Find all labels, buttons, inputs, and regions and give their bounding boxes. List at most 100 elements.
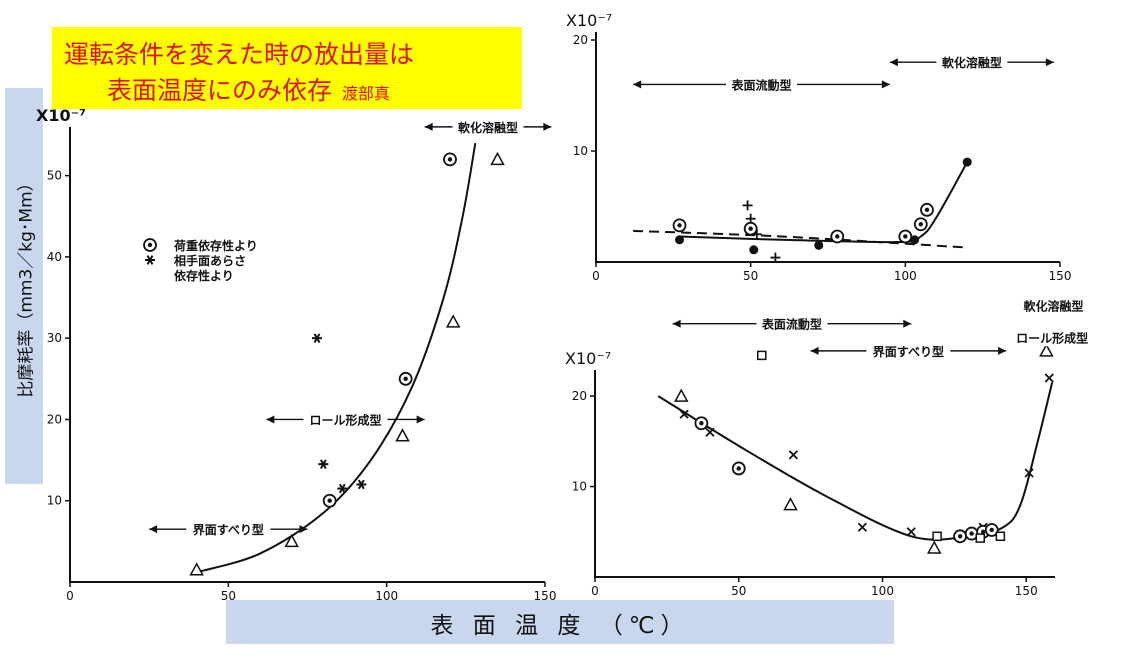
regime-arrow [889,53,1054,72]
legend-marker-asterisk [145,255,155,265]
data-point-triangle [284,533,299,548]
regime-label: 表面流動型 [730,77,791,92]
data-point-circle-dot [898,229,913,244]
data-point-plus [770,252,781,263]
x-tick-label: 100 [375,589,398,603]
y-tick-label: 10 [572,480,587,494]
data-point-triangle [783,497,798,511]
regime-arrow [1010,328,1095,347]
y-axis-label-box: 比摩耗率（mm3／kg･Mm） [5,88,43,484]
x-axis-label-box: 表 面 温 度 （℃） [226,600,894,644]
banner-line-2: 表面温度にのみ依存 渡部真 [107,71,390,107]
regime-arrow [266,410,425,429]
x-axis-label: 表 面 温 度 （℃） [430,613,690,639]
data-point-circle-dot [694,416,709,431]
data-point-triangle [926,540,942,554]
trend-curve [196,142,477,574]
x-tick-label: 150 [534,589,557,603]
axis-multiplier: X10⁻⁷ [36,106,86,125]
data-point-circle-dot [953,529,968,544]
banner-line-1: 運転条件を変えた時の放出量は [64,40,415,69]
data-point-dot [814,240,824,250]
data-point-cross [679,409,689,419]
data-point-circle-dot [731,461,746,476]
data-point-plus [751,229,762,240]
banner-author: 渡部真 [342,84,391,103]
data-point-cross [788,450,799,460]
data-point-circle-dot [984,523,999,537]
y-tick-label: 10 [573,144,588,158]
y-tick-label: 20 [572,389,587,403]
regime-arrow [810,341,1007,360]
trend-curve [657,382,1054,541]
data-point-cross [857,522,868,532]
data-point-cross [705,427,715,437]
y-tick-label: 10 [47,494,62,508]
x-tick-label: 0 [592,269,600,283]
title-banner: 運転条件を変えた時の放出量は 表面温度にのみ依存 渡部真 [52,27,522,109]
y-tick-label: 40 [47,250,62,264]
data-point-circle-dot [672,218,687,233]
data-point-square [975,533,985,543]
data-point-cross [1044,373,1054,383]
x-tick-label: 100 [894,269,917,283]
x-tick-label: 50 [221,589,236,603]
legend-label: 相手面あらさ [174,253,246,268]
data-point-asterisk [356,479,367,490]
data-point-asterisk [318,459,329,469]
banner-headline: 表面温度にのみ依存 [107,76,333,105]
legend-marker-circle-dot [143,238,157,252]
data-point-circle-dot [443,152,457,167]
data-point-triangle [395,428,410,442]
data-point-circle-dot [920,202,934,217]
regime-arrow [633,75,890,94]
data-point-dot [749,245,759,255]
data-point-cross [906,527,916,537]
axis-lines [594,370,1055,578]
regime-label: 軟化溶融型 [458,120,518,135]
regime-arrow [149,520,308,539]
data-point-circle-dot [322,493,337,508]
data-point-circle-dot [830,229,845,244]
dashed-trend-line [633,229,968,249]
regime-label: ロール形成型 [309,412,381,427]
y-tick-label: 20 [47,412,62,426]
data-point-square [932,531,942,542]
data-point-dot [962,157,972,167]
regime-label: ロール形成型 [1016,330,1088,345]
regime-label: 軟化溶融型 [1024,299,1084,314]
data-point-cross [1024,468,1034,478]
y-tick-label: 50 [47,169,62,183]
regime-arrow [1018,296,1090,315]
y-tick-label: 20 [573,33,588,47]
x-tick-label: 100 [871,584,894,598]
regime-label: 界面すべり型 [193,522,264,537]
data-point-circle-dot [398,371,413,386]
x-tick-label: 0 [66,589,74,603]
y-tick-label: 30 [47,331,62,345]
data-point-square [757,350,767,361]
data-point-triangle [1039,343,1054,357]
data-point-asterisk [337,483,348,494]
data-point-dot [675,235,685,245]
x-tick-label: 150 [1049,269,1072,283]
data-point-plus [742,200,753,211]
data-point-triangle [445,314,461,328]
data-point-triangle [673,388,689,402]
legend-label: 荷重依存性より [173,238,258,253]
data-point-triangle [490,151,505,166]
regime-label: 軟化溶融型 [942,55,1002,70]
x-tick-label: 50 [731,584,746,598]
x-tick-label: 150 [1015,584,1038,598]
data-point-circle-dot [913,217,928,232]
data-point-triangle [189,562,204,576]
x-tick-label: 50 [743,269,758,283]
axis-multiplier: X10⁻⁷ [565,349,611,368]
x-tick-label: 0 [591,584,599,598]
axis-multiplier: X10⁻⁷ [566,11,612,30]
data-point-plus [745,213,756,224]
regime-arrow [672,314,912,333]
